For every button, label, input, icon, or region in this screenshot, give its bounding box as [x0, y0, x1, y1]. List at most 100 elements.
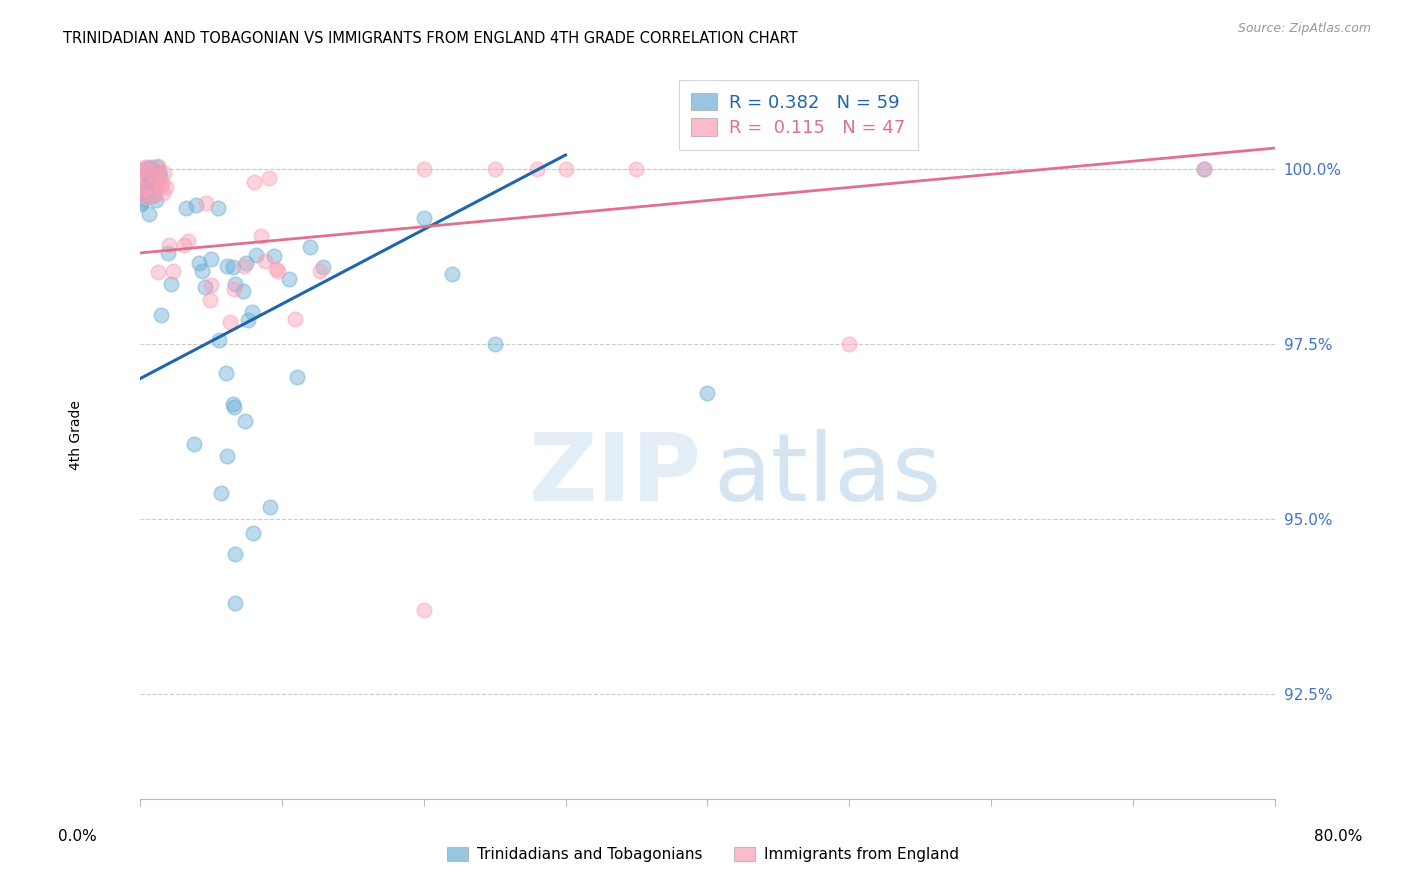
Point — [412, 603, 434, 617]
Point — [186, 197, 208, 211]
Point — [139, 170, 162, 185]
Point — [146, 177, 169, 191]
Point — [215, 450, 238, 464]
Point — [224, 277, 246, 292]
Point — [145, 160, 167, 174]
Point — [138, 169, 160, 184]
Point — [129, 164, 152, 178]
Point — [259, 500, 281, 514]
Point — [139, 160, 162, 174]
Point — [150, 178, 173, 193]
Point — [484, 337, 506, 351]
Point — [134, 161, 156, 175]
Point — [626, 161, 648, 176]
Point — [233, 414, 256, 428]
Point — [253, 254, 276, 268]
Point — [173, 238, 195, 252]
Point — [174, 201, 197, 215]
Point — [160, 277, 183, 291]
Point — [149, 308, 172, 322]
Point — [195, 196, 218, 211]
Point — [150, 176, 173, 190]
Point — [235, 256, 257, 270]
Point — [215, 366, 238, 380]
Point — [148, 265, 170, 279]
Point — [242, 525, 264, 540]
Text: 4th Grade: 4th Grade — [69, 400, 83, 470]
Point — [267, 264, 290, 278]
Point — [134, 185, 156, 199]
Point — [177, 234, 200, 248]
Point — [143, 177, 166, 191]
Point — [298, 240, 321, 254]
Point — [141, 186, 163, 200]
Point — [135, 178, 157, 193]
Point — [139, 174, 162, 188]
Point — [143, 188, 166, 202]
Text: atlas: atlas — [713, 429, 942, 522]
Point — [135, 161, 157, 175]
Point — [143, 168, 166, 182]
Text: TRINIDADIAN AND TOBAGONIAN VS IMMIGRANTS FROM ENGLAND 4TH GRADE CORRELATION CHAR: TRINIDADIAN AND TOBAGONIAN VS IMMIGRANTS… — [63, 31, 797, 46]
Point — [135, 189, 157, 203]
Point — [412, 211, 434, 225]
Text: 80.0%: 80.0% — [1315, 830, 1362, 844]
Point — [194, 280, 217, 294]
Point — [198, 293, 221, 307]
Point — [129, 173, 152, 187]
Point — [264, 262, 287, 277]
Point — [132, 192, 155, 206]
Point — [240, 305, 263, 319]
Point — [148, 164, 170, 178]
Point — [148, 159, 170, 173]
Point — [132, 171, 155, 186]
Point — [243, 175, 266, 189]
Legend: R = 0.382   N = 59, R =  0.115   N = 47: R = 0.382 N = 59, R = 0.115 N = 47 — [679, 80, 918, 150]
Point — [129, 194, 152, 209]
Point — [263, 249, 285, 263]
Point — [554, 161, 576, 176]
Point — [232, 260, 254, 274]
Point — [222, 260, 245, 275]
Point — [284, 311, 307, 326]
Point — [128, 188, 150, 202]
Point — [208, 333, 231, 347]
Point — [219, 314, 242, 328]
Point — [153, 166, 176, 180]
Text: Source: ZipAtlas.com: Source: ZipAtlas.com — [1237, 22, 1371, 36]
Point — [138, 185, 160, 199]
Point — [259, 171, 281, 186]
Point — [412, 161, 434, 176]
Point — [222, 396, 245, 410]
Point — [200, 278, 222, 293]
Point — [183, 437, 205, 451]
Text: ZIP: ZIP — [529, 429, 702, 522]
Point — [232, 285, 254, 299]
Point — [132, 182, 155, 196]
Point — [145, 194, 167, 208]
Point — [157, 245, 180, 260]
Point — [484, 161, 506, 176]
Point — [311, 260, 333, 274]
Point — [285, 369, 308, 384]
Point — [129, 197, 152, 211]
Point — [129, 162, 152, 177]
Point — [143, 170, 166, 185]
Point — [224, 401, 246, 415]
Point — [209, 486, 232, 500]
Point — [1194, 161, 1216, 176]
Point — [207, 202, 229, 216]
Point — [159, 238, 181, 252]
Point — [152, 186, 174, 200]
Point — [236, 313, 259, 327]
Point — [138, 207, 160, 221]
Point — [187, 256, 209, 270]
Point — [278, 271, 301, 285]
Point — [191, 264, 214, 278]
Point — [142, 189, 165, 203]
Point — [224, 596, 246, 610]
Point — [1194, 161, 1216, 176]
Point — [249, 229, 271, 244]
Point — [696, 385, 718, 400]
Point — [440, 267, 463, 281]
